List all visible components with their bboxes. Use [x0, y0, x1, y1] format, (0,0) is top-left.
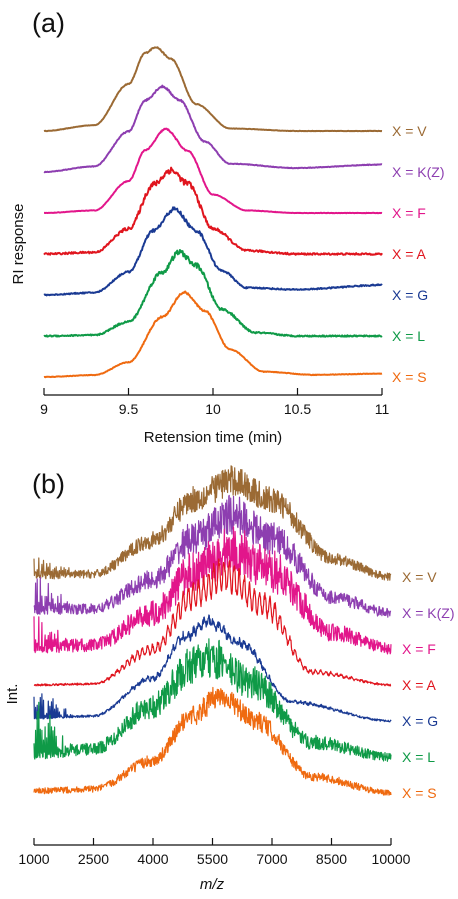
panel-b-label-x-f: X = F [402, 641, 436, 657]
panel-a-y-axis-label: RI response [10, 204, 27, 285]
panel-a-x-axis-label: Retension time (min) [144, 429, 282, 446]
panel-b-x-tick-label: 10000 [372, 851, 411, 867]
panel-b-trace-x-k-z [33, 494, 392, 618]
panel-b-trace-x-g [33, 614, 392, 723]
panel-b-label-x-k-z: X = K(Z) [402, 605, 455, 621]
panel-b-y-axis-label: Int. [4, 684, 21, 705]
panel-b-label-x-s: X = S [402, 785, 437, 801]
panel-b-trace-x-a [33, 558, 392, 687]
panel-b-x-tick-label: 2500 [78, 851, 109, 867]
panel-a-label-x-v: X = V [392, 123, 427, 139]
panel-b-x-tick-label: 4000 [137, 851, 168, 867]
panel-b-x-tick-label: 1000 [18, 851, 49, 867]
panel-b-label-x-l: X = L [402, 749, 435, 765]
panel-a-trace-x-k-z [43, 84, 383, 174]
panel-b-label-x-a: X = A [402, 677, 437, 693]
panel-a-label-x-s: X = S [392, 369, 427, 385]
panel-b-trace-x-f [33, 526, 392, 655]
panel-b-x-tick-label: 5500 [197, 851, 228, 867]
panel-a-trace-x-v [43, 46, 383, 133]
panel-a-trace-x-l [43, 249, 383, 338]
panel-b-series-group [33, 465, 392, 796]
panel-b-label-x-g: X = G [402, 713, 438, 729]
panel-b-series-labels: X = V X = K(Z) X = F X = A X = G X = L X = S [402, 569, 455, 801]
panel-a-series-group [43, 46, 383, 379]
panel-a-series-labels: X = V X = K(Z) X = F X = A X = G X = L X = S [392, 123, 445, 385]
panel-a-label-x-k-z: X = K(Z) [392, 164, 445, 180]
panel-b-trace-x-v [33, 465, 392, 581]
panel-b-mass-spectra: (b) Int. 1000 2500 4000 5500 7000 8500 10000 X… [4, 465, 455, 893]
panel-b-x-tick-label: 8500 [316, 851, 347, 867]
panel-a-x-ticks: 9 9.5 10 10.5 11 [40, 388, 389, 417]
panel-a-x-tick-label: 10.5 [284, 401, 311, 417]
panel-a-letter: (a) [32, 8, 65, 38]
panel-a-label-x-a: X = A [392, 246, 427, 262]
panel-a-x-tick-label: 9 [40, 401, 48, 417]
panel-a-trace-x-s [43, 290, 383, 379]
panel-b-x-tick-label: 7000 [256, 851, 287, 867]
panel-a-label-x-g: X = G [392, 287, 428, 303]
panel-a-trace-x-f [43, 127, 383, 215]
panel-b-label-x-v: X = V [402, 569, 437, 585]
panel-a-trace-x-a [43, 166, 383, 256]
panel-a-x-tick-label: 10 [205, 401, 221, 417]
panel-a-label-x-l: X = L [392, 328, 425, 344]
panel-b-trace-x-l [33, 638, 392, 762]
panel-b-letter: (b) [32, 469, 65, 499]
panel-a-x-tick-label: 11 [375, 401, 390, 417]
panel-a-gpc-traces: (a) RI response 9 9.5 10 10.5 11 X = V X = K(… [10, 8, 445, 446]
panel-b-x-ticks: 1000 2500 4000 5500 7000 8500 10000 [18, 838, 411, 867]
panel-b-x-axis-label: m/z [200, 876, 225, 893]
panel-a-trace-x-g [43, 206, 383, 297]
panel-a-label-x-f: X = F [392, 205, 426, 221]
panel-a-x-tick-label: 9.5 [119, 401, 139, 417]
panel-b-trace-x-s [33, 686, 392, 796]
